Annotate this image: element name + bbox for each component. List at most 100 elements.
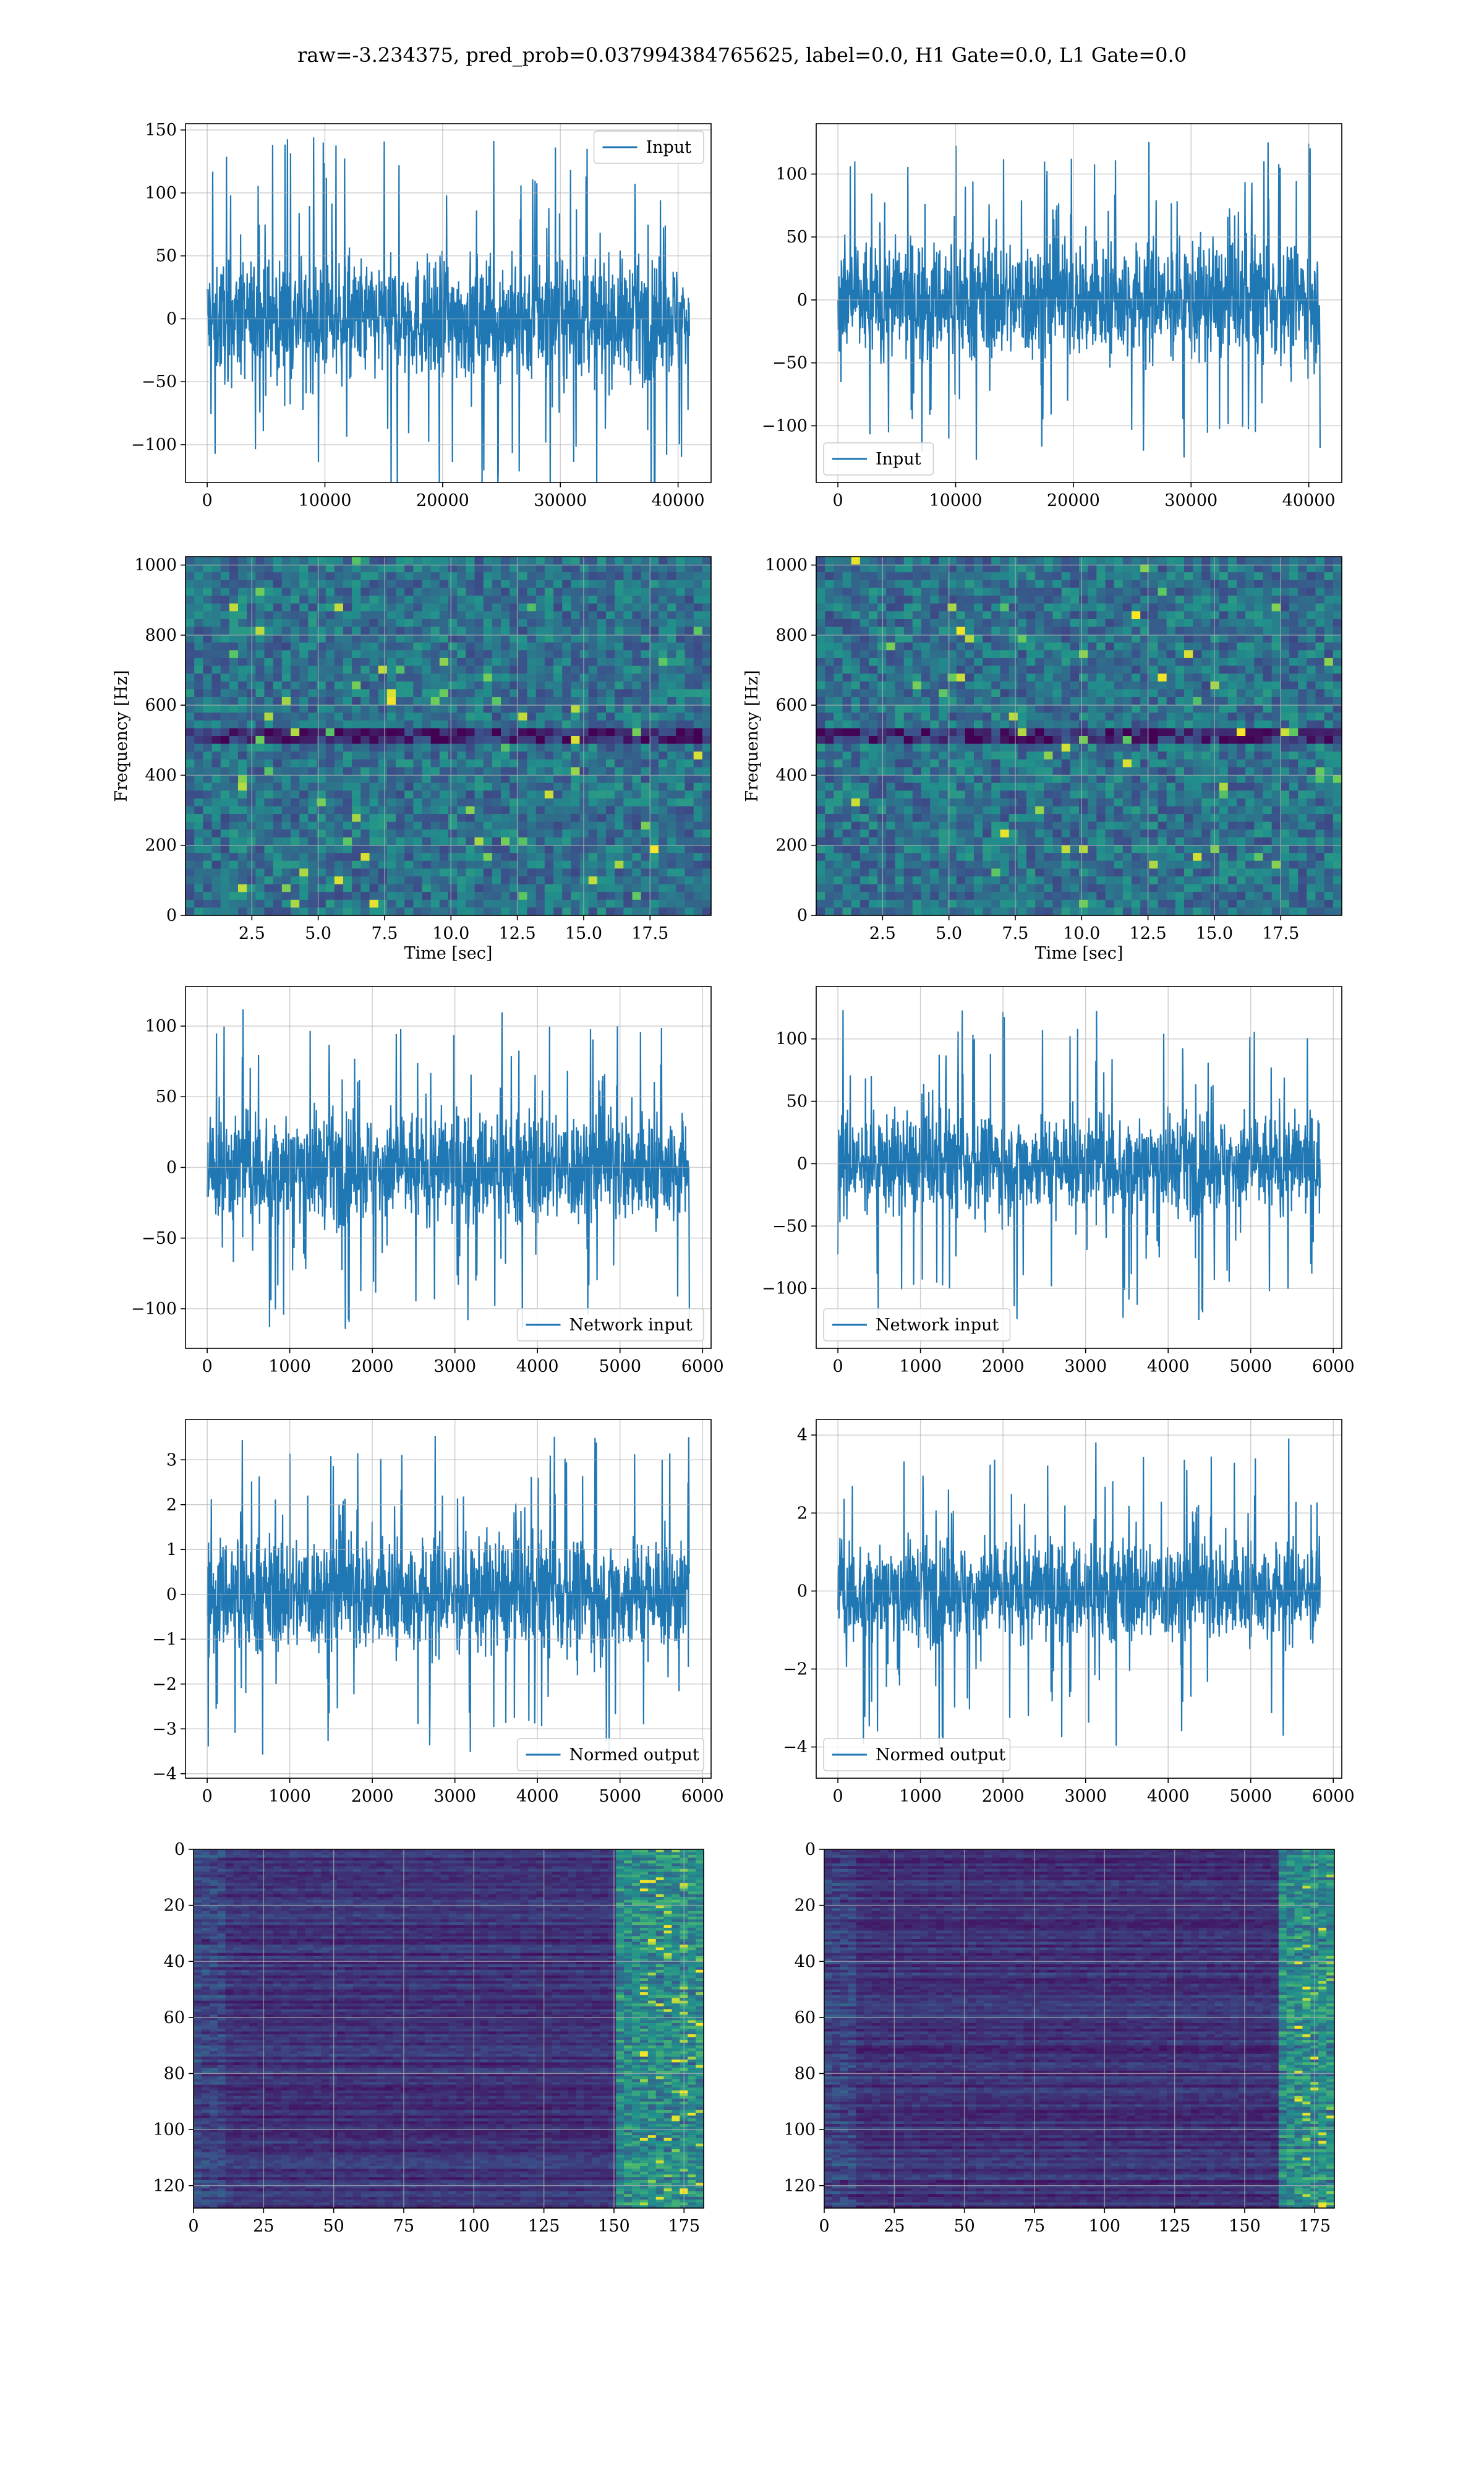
spectrogram-cell <box>912 821 922 830</box>
spectrogram-cell <box>501 767 510 776</box>
spectrogram-cell <box>903 720 913 729</box>
spectrogram-cell <box>886 751 896 760</box>
spectrogram-cell <box>965 603 974 612</box>
spectrogram-cell <box>1149 767 1159 776</box>
spectrogram-cell <box>360 884 370 892</box>
spectrogram-cell <box>553 860 563 869</box>
spectrogram-cell <box>1009 697 1018 706</box>
spectrogram-cell <box>404 720 414 729</box>
spectrogram-cell <box>1280 806 1290 815</box>
spectrogram-cell <box>947 736 957 745</box>
spectrogram-cell <box>518 666 528 674</box>
spectrogram-cell <box>518 572 528 581</box>
spectrogram-cell <box>396 611 405 620</box>
spectrogram-cell <box>343 564 352 573</box>
spectrogram-cell <box>615 759 624 768</box>
spectrogram-cell <box>457 884 466 892</box>
spectrogram-cell <box>492 899 501 908</box>
spectrogram-cell <box>439 689 449 698</box>
spectrogram-cell <box>684 596 694 604</box>
spectrogram-cell <box>430 892 440 901</box>
spectrogram-cell <box>1254 627 1264 635</box>
spectrogram-cell <box>983 564 992 573</box>
spectrogram-cell <box>553 674 563 682</box>
spectrogram-cell <box>413 728 423 737</box>
spectrogram-cell <box>676 845 686 854</box>
spectrogram-cell <box>684 666 694 674</box>
spectrogram-cell <box>1088 743 1097 752</box>
spectrogram-cell <box>1298 603 1307 612</box>
spectrogram-cell <box>1000 564 1010 573</box>
spectrogram-cell <box>492 580 501 588</box>
spectrogram-cell <box>360 564 370 573</box>
spectrogram-cell <box>255 782 265 791</box>
spectrogram-cell <box>623 689 633 698</box>
spectrogram-cell <box>1000 611 1010 620</box>
spectrogram-cell <box>869 775 878 784</box>
spectrogram-cell <box>369 829 379 838</box>
spectrogram-cell <box>1114 611 1124 620</box>
spectrogram-cell <box>588 821 598 830</box>
spectrogram-cell <box>641 814 650 823</box>
spectrogram-cell <box>1166 720 1176 729</box>
spectrogram-cell <box>369 603 379 612</box>
spectrogram-cell <box>264 713 274 721</box>
spectrogram-cell <box>1271 642 1281 651</box>
spectrogram-cell <box>983 674 992 682</box>
spectrogram-cell <box>1219 681 1229 690</box>
spectrogram-cell <box>1061 689 1071 698</box>
spectrogram-cell <box>474 782 484 791</box>
spectrogram-cell <box>1184 790 1193 799</box>
spectrogram-cell <box>1219 775 1229 784</box>
spectrogram-cell <box>281 790 291 799</box>
spectrogram-cell <box>1333 790 1342 799</box>
spectrogram-cell <box>816 657 825 667</box>
spectrogram-cell <box>684 650 694 659</box>
spectrogram-cell <box>203 627 213 635</box>
spectrogram-cell <box>317 603 326 612</box>
spectrogram-cell <box>649 650 659 659</box>
spectrogram-cell <box>527 876 537 885</box>
spectrogram-cell <box>1149 557 1159 565</box>
spectrogram-cell <box>378 868 388 877</box>
spectrogram-cell <box>649 845 659 854</box>
spectrogram-cell <box>930 580 939 588</box>
x-tick-label: 7.5 <box>371 924 398 943</box>
spectrogram-cell <box>912 806 922 815</box>
spectrogram-cell <box>404 775 414 784</box>
spectrogram-cell <box>1245 650 1255 659</box>
spectrogram-cell <box>1237 666 1246 674</box>
spectrogram-cell <box>659 829 668 838</box>
spectrogram-cell <box>308 657 318 667</box>
spectrogram-cell <box>396 564 405 573</box>
spectrogram-cell <box>1149 635 1159 643</box>
spectrogram-cell <box>939 782 949 791</box>
spectrogram-cell <box>895 814 905 823</box>
spectrogram-cell <box>501 635 510 643</box>
spectrogram-cell <box>466 736 475 745</box>
spectrogram-cell <box>1245 790 1255 799</box>
spectrogram-cell <box>229 635 239 643</box>
spectrogram-cell <box>544 790 554 799</box>
spectrogram-cell <box>291 580 300 588</box>
spectrogram-cell <box>1289 557 1298 565</box>
spectrogram-cell <box>1175 790 1185 799</box>
spectrogram-cell <box>1175 713 1185 721</box>
spectrogram-cell <box>623 837 633 846</box>
spectrogram-cell <box>851 611 861 620</box>
spectrogram-cell <box>659 666 668 674</box>
spectrogram-cell <box>1000 580 1010 588</box>
spectrogram-cell <box>1096 775 1106 784</box>
spectrogram-cell <box>1219 743 1229 752</box>
spectrogram-cell <box>1149 689 1159 698</box>
spectrogram-cell <box>921 681 931 690</box>
spectrogram-cell <box>1210 767 1220 776</box>
spectrogram-cell <box>1324 798 1334 807</box>
spectrogram-cell <box>325 603 335 612</box>
spectrogram-cell <box>308 557 318 565</box>
spectrogram-cell <box>1289 751 1298 760</box>
spectrogram-cell <box>439 806 449 815</box>
spectrogram-cell <box>588 860 598 869</box>
spectrogram-cell <box>273 689 283 698</box>
spectrogram-cell <box>1219 557 1229 565</box>
